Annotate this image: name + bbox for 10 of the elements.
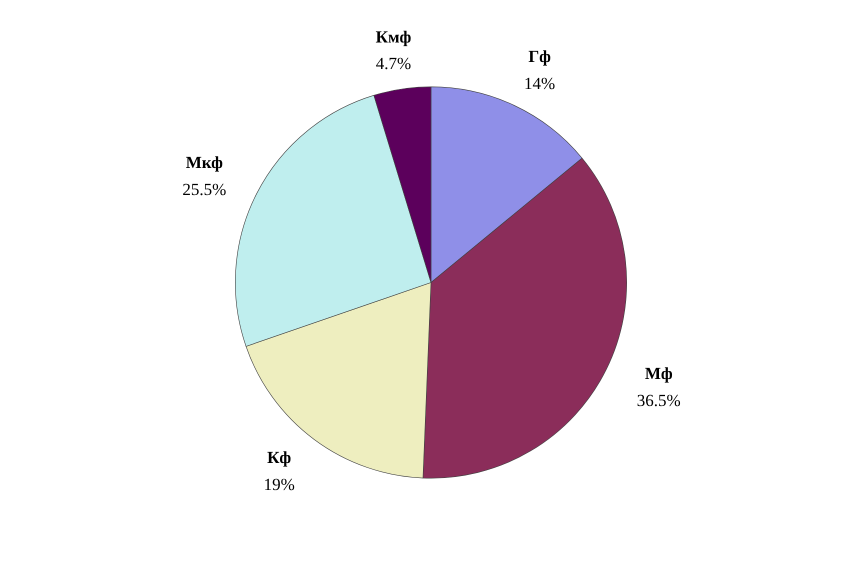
data-label: 19%: [264, 474, 295, 494]
data-label: 25.5%: [182, 180, 226, 199]
data-label: 14%: [524, 74, 556, 94]
slice-label: Мкф: [186, 153, 224, 172]
slice-label: Кф: [267, 448, 292, 467]
slice-label: Кмф: [376, 27, 412, 46]
slice-label: Мф: [644, 364, 673, 384]
data-label: 36.5%: [636, 391, 681, 410]
slice-label: Гф: [528, 47, 552, 66]
data-label: 4.7%: [376, 54, 412, 74]
